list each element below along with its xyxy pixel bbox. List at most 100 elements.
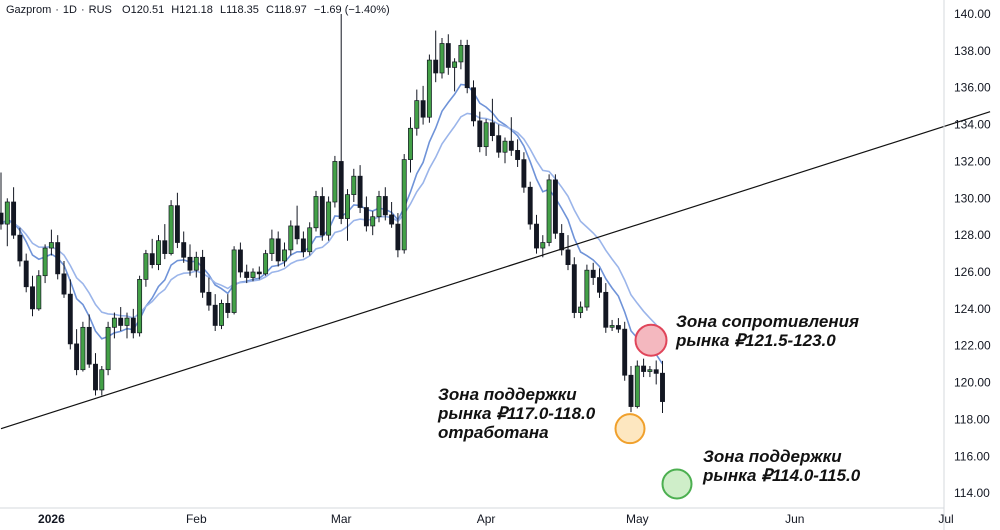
candle (174, 192, 180, 249)
candle (483, 119, 489, 156)
candle (603, 283, 609, 333)
close-value: 118.97 (273, 4, 307, 16)
candle (420, 85, 426, 125)
candle (363, 196, 369, 232)
candle (30, 275, 35, 317)
candle (307, 222, 313, 256)
candle (137, 275, 143, 337)
candle (508, 117, 514, 156)
candle (300, 231, 306, 258)
candle-body (307, 227, 313, 253)
candle-body (351, 175, 357, 195)
y-tick-label: 140.00 (954, 7, 991, 21)
symbol-name: Gazprom (6, 4, 52, 16)
candle (130, 308, 136, 339)
candle-body (345, 194, 350, 219)
candle-body (370, 216, 376, 227)
interval: 1D (62, 4, 77, 16)
candle-body (603, 291, 609, 328)
candle-body (628, 374, 634, 407)
candle-body (61, 273, 67, 295)
candle (597, 268, 602, 298)
open-value: 120.51 (130, 4, 165, 16)
candle (401, 154, 407, 254)
candle-body (23, 260, 29, 288)
candle-body (534, 223, 539, 249)
candle (17, 227, 23, 267)
candle-body (130, 317, 136, 334)
candle (634, 360, 640, 409)
ma-fast-line (0, 83, 664, 365)
candle-body (275, 238, 281, 262)
candle (338, 14, 344, 225)
candle-body (647, 369, 653, 372)
candle (225, 294, 231, 319)
support-tested-line1: Зона поддержки (438, 385, 577, 404)
candle (263, 249, 269, 276)
candle-body (74, 343, 80, 371)
candle-body (326, 201, 332, 236)
resistance-zone-marker[interactable] (634, 323, 668, 357)
candle-body (137, 279, 143, 334)
candle (622, 321, 628, 381)
candle (521, 152, 527, 193)
candle (552, 174, 558, 239)
candle-body (464, 44, 470, 89)
candle-body (181, 242, 187, 258)
candle-body (250, 271, 256, 278)
support-tested-zone-marker[interactable] (614, 413, 646, 445)
candle (219, 299, 224, 330)
time-axis[interactable]: 2026 Feb Mar Apr May Jun Jul (0, 507, 954, 526)
candle (168, 200, 174, 256)
candle (149, 238, 155, 269)
candle (609, 319, 615, 331)
candle (55, 235, 61, 280)
candle (584, 264, 590, 311)
y-tick-label: 136.00 (954, 81, 991, 95)
price-axis[interactable]: 140.00 138.00 136.00 134.00 132.00 130.00 128.… (943, 0, 991, 530)
y-tick-label: 134.00 (954, 118, 991, 132)
candle-body (263, 253, 269, 275)
candle-body (445, 43, 451, 68)
support-tested-line2: рынка ₽117.0-118.0 (438, 404, 596, 423)
candle (326, 196, 332, 241)
support-zone-marker[interactable] (661, 468, 693, 500)
candle (313, 190, 319, 232)
candle (578, 301, 584, 319)
x-tick-label: Jul (938, 512, 953, 526)
candle-body (256, 271, 262, 275)
candle-body (168, 205, 174, 254)
candle (118, 307, 124, 331)
candle (351, 168, 357, 202)
candle-body (67, 293, 73, 345)
candle-body (389, 214, 395, 225)
candle-body (219, 303, 224, 326)
candle-body (300, 238, 306, 253)
candle (464, 39, 470, 94)
y-tick-label: 132.00 (954, 154, 991, 168)
candle-body (231, 249, 237, 313)
candle-body (187, 256, 193, 271)
candle-body (458, 44, 464, 63)
candle-body (508, 140, 514, 151)
candle (74, 329, 80, 376)
trendline[interactable] (0, 111, 991, 430)
candle-body (162, 240, 168, 254)
candle (565, 235, 571, 271)
change-value: −1.69 (−1.40%) (313, 4, 390, 16)
candle (571, 257, 577, 319)
candle (181, 231, 187, 263)
candle-body (55, 242, 61, 275)
candle-body (471, 87, 476, 122)
candle (527, 181, 533, 230)
candle-body (332, 161, 338, 203)
candle (408, 117, 413, 173)
candle-body (641, 365, 647, 372)
support-tested-annotation: Зона поддержки рынка ₽117.0-118.0 отрабо… (438, 385, 595, 442)
candle (250, 268, 256, 282)
candle (426, 54, 432, 123)
candle (231, 246, 237, 315)
